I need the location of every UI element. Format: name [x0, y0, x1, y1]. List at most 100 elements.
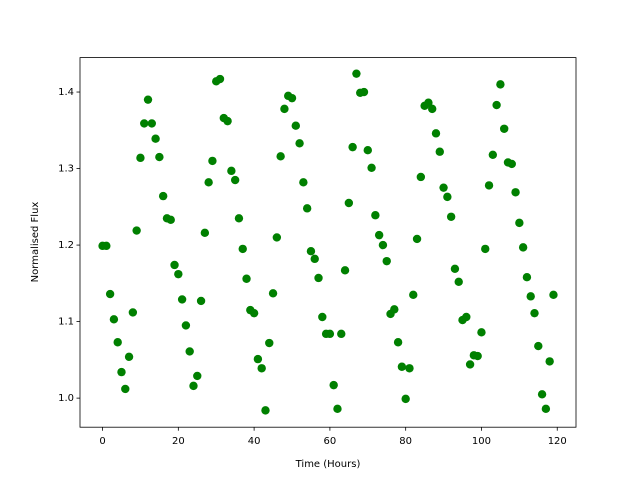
data-point [238, 244, 247, 254]
data-point [393, 338, 403, 347]
data-point [416, 172, 426, 182]
data-point [465, 360, 475, 369]
data-point [223, 116, 232, 126]
data-point [545, 357, 554, 366]
data-point [185, 347, 194, 356]
data-point [329, 380, 338, 390]
data-point [318, 312, 327, 322]
data-point [412, 234, 422, 244]
data-point [105, 289, 115, 299]
data-point [518, 243, 528, 252]
data-point [481, 244, 490, 254]
data-point [151, 134, 160, 143]
data-point [170, 260, 179, 270]
data-point [227, 166, 236, 176]
x-tick-label: 0 [99, 436, 105, 447]
data-point [272, 233, 282, 242]
data-point [230, 175, 240, 185]
data-point [409, 290, 418, 300]
data-point [484, 181, 494, 190]
data-point [450, 264, 460, 273]
data-point [462, 312, 471, 322]
data-point [193, 371, 202, 381]
data-point [102, 241, 111, 251]
data-point [515, 218, 524, 228]
data-point [158, 191, 168, 201]
data-point [405, 364, 414, 373]
data-point [109, 315, 119, 324]
data-point [113, 338, 122, 347]
y-tick-label: 1.1 [58, 317, 74, 328]
data-point [337, 329, 346, 339]
data-point [143, 95, 153, 104]
data-point [306, 247, 316, 256]
data-point [257, 364, 266, 373]
data-point [454, 277, 463, 287]
y-tick-label: 1.2 [58, 240, 74, 251]
data-point [507, 159, 516, 169]
data-point [166, 215, 175, 225]
data-point [295, 139, 304, 148]
data-point [344, 198, 354, 208]
data-point [310, 254, 319, 264]
data-point [340, 266, 350, 275]
data-point [174, 269, 183, 279]
y-axis-label: Normalised Flux [30, 202, 41, 283]
data-point [208, 156, 217, 166]
x-tick-label: 40 [248, 436, 261, 447]
data-point [549, 290, 558, 300]
data-point [291, 121, 300, 130]
data-point [121, 384, 130, 394]
data-point [522, 273, 532, 282]
data-point [534, 341, 543, 351]
data-point [526, 292, 535, 301]
data-point [473, 351, 482, 361]
data-point [359, 87, 369, 97]
data-point [435, 147, 444, 156]
data-point [128, 308, 138, 317]
data-point [215, 74, 225, 84]
data-point [268, 289, 278, 298]
data-point [140, 119, 149, 128]
data-point [492, 100, 501, 110]
data-point [261, 406, 270, 415]
data-point [325, 329, 335, 339]
data-point [424, 98, 433, 107]
data-point [431, 129, 441, 138]
data-point [363, 145, 372, 155]
data-point [390, 305, 399, 314]
data-point [382, 256, 391, 266]
data-point [488, 150, 498, 159]
data-point [333, 404, 342, 414]
data-point [155, 152, 164, 162]
data-point [299, 178, 308, 187]
data-point [499, 124, 509, 133]
data-point [196, 296, 206, 306]
data-point [287, 93, 297, 103]
data-point [177, 295, 187, 304]
data-point [132, 226, 141, 235]
y-tick-label: 1.4 [58, 87, 74, 98]
data-point [443, 192, 452, 202]
y-tick-label: 1.0 [58, 393, 74, 404]
plot-frame [79, 57, 577, 428]
data-point [276, 152, 285, 161]
x-tick-label: 20 [172, 436, 185, 447]
x-tick-label: 100 [472, 436, 491, 447]
data-point [249, 308, 259, 318]
data-point [189, 381, 198, 391]
data-point [496, 80, 505, 89]
data-point [401, 394, 410, 404]
data-point [378, 240, 388, 250]
data-point [117, 367, 126, 377]
data-point [374, 230, 384, 240]
data-point [446, 212, 456, 221]
data-point [371, 211, 380, 220]
data-point [204, 178, 213, 187]
x-tick-label: 120 [548, 436, 567, 447]
data-point [314, 273, 323, 283]
data-point [124, 352, 134, 361]
data-point [253, 354, 263, 364]
